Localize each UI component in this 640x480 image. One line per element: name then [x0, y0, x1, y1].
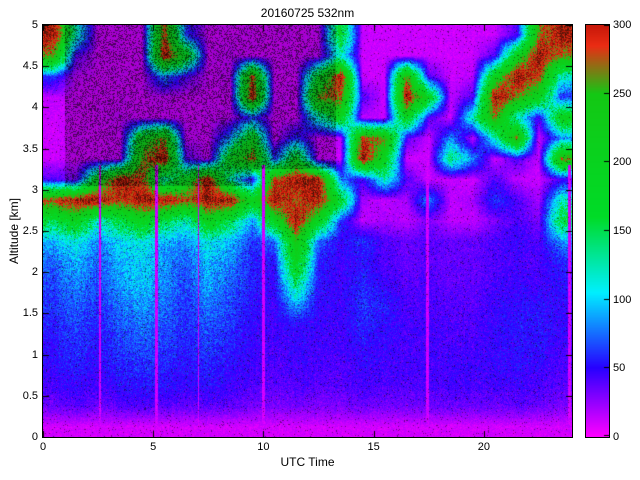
y-tick-label: 4.5	[22, 60, 38, 73]
y-tick-label: 5	[31, 19, 38, 31]
y-tick-label: 0	[31, 431, 38, 443]
colorbar-tick-label: 250	[613, 87, 632, 100]
y-tick-label: 4	[31, 101, 38, 114]
colorbar-tick-label: 50	[613, 362, 626, 375]
colorbar-tick-label: 200	[613, 156, 632, 169]
colorbar-tick-label: 150	[613, 225, 632, 237]
y-tick-label: 1	[31, 348, 38, 361]
y-tick-label: 3	[31, 183, 38, 196]
chart-title: 20160725 532nm	[260, 6, 355, 20]
y-tick-label: 0.5	[22, 389, 38, 402]
heatmap-canvas	[42, 24, 573, 438]
x-axis-label: UTC Time	[280, 455, 335, 469]
colorbar-tick-label: 100	[613, 293, 632, 306]
colorbar-canvas	[585, 24, 610, 438]
y-tick-label: 2	[31, 266, 38, 279]
y-tick-label: 1.5	[22, 307, 38, 320]
x-tick-label: 10	[257, 441, 270, 453]
colorbar-tick-label: 300	[613, 19, 632, 31]
colorbar-tick-label: 0	[613, 431, 620, 443]
x-tick-label: 15	[367, 441, 380, 453]
y-tick-label: 3.5	[22, 142, 38, 155]
y-axis-label: Altitude [km]	[7, 197, 21, 265]
x-tick-label: 5	[150, 441, 157, 453]
y-tick-label: 2.5	[22, 225, 38, 237]
x-tick-label: 20	[477, 441, 490, 453]
x-tick-label: 0	[39, 441, 47, 453]
